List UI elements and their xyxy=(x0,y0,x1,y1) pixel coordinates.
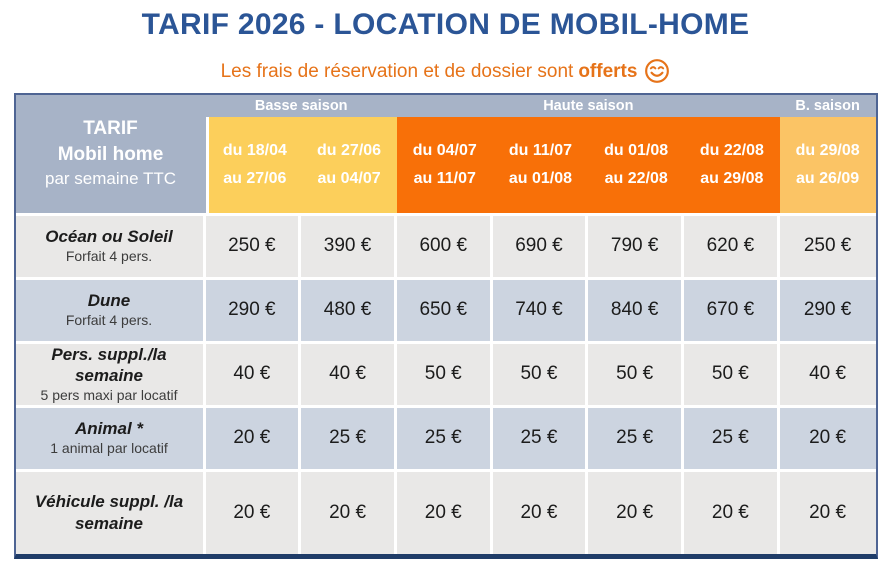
date-header-row: du 18/04 au 27/06 du 27/06 au 04/07 du 04/07… xyxy=(16,116,876,213)
price-cell: 650 € xyxy=(396,276,493,341)
date-column-4: du 11/07 au 01/08 xyxy=(492,116,589,213)
corner-header: TARIF Mobil home par semaine TTC xyxy=(15,94,206,213)
table-row: Dune Forfait 4 pers. 290 €480 €650 €740 €8… xyxy=(15,276,876,341)
date-column-7: du 29/08 au 26/09 xyxy=(779,116,876,213)
corner-line3: par semaine TTC xyxy=(44,168,176,188)
price-cell: 740 € xyxy=(492,276,589,341)
price-cell: 840 € xyxy=(588,276,685,341)
price-cell: 670 € xyxy=(684,276,780,341)
table-row: Animal * 1 animal par locatif 20 €25 €25 €… xyxy=(15,404,876,469)
row-label: Animal * 1 animal par locatif xyxy=(15,404,206,469)
price-cell: 390 € xyxy=(301,212,397,277)
subtitle-highlight: offerts xyxy=(578,60,638,82)
price-cell: 790 € xyxy=(588,212,685,277)
price-cell: 25 € xyxy=(684,404,780,469)
corner-line2: Mobil home xyxy=(57,144,164,166)
price-cell: 250 € xyxy=(205,212,302,277)
row-label: Pers. suppl./la semaine 5 pers maxi par l… xyxy=(15,340,206,405)
price-cell: 250 € xyxy=(779,212,876,277)
table-row: Océan ou Soleil Forfait 4 pers. 250 €390 €… xyxy=(15,212,876,277)
season-basse-saison: Basse saison xyxy=(205,94,397,117)
tariff-table: TARIF Mobil home par semaine TTC Basse s… xyxy=(13,92,878,559)
price-cell: 20 € xyxy=(205,404,302,469)
date-column-5: du 01/08 au 22/08 xyxy=(588,116,685,213)
date-column-6: du 22/08 au 29/08 xyxy=(684,116,780,213)
row-label: Véhicule suppl. /la semaine xyxy=(15,468,206,554)
price-cell: 25 € xyxy=(588,404,685,469)
price-cell: 620 € xyxy=(684,212,780,277)
season-row: TARIF Mobil home par semaine TTC Basse s… xyxy=(15,94,876,213)
date-column-2: du 27/06 au 04/07 xyxy=(301,116,397,213)
price-cell: 20 € xyxy=(396,468,493,554)
season-b-saison: B. saison xyxy=(779,94,876,117)
price-cell: 50 € xyxy=(588,340,685,405)
row-name: Océan ou Soleil xyxy=(45,227,173,247)
price-cell: 50 € xyxy=(684,340,780,405)
season-haute-saison: Haute saison xyxy=(396,94,780,117)
price-cell: 50 € xyxy=(396,340,493,405)
table-row: Pers. suppl./la semaine 5 pers maxi par l… xyxy=(15,340,876,405)
price-cell: 20 € xyxy=(588,468,685,554)
price-cell: 50 € xyxy=(492,340,589,405)
price-cell: 25 € xyxy=(396,404,493,469)
row-label: Dune Forfait 4 pers. xyxy=(15,276,206,341)
price-cell: 600 € xyxy=(396,212,493,277)
price-cell: 20 € xyxy=(301,468,397,554)
price-cell: 20 € xyxy=(779,468,876,554)
price-cell: 20 € xyxy=(492,468,589,554)
price-cell: 40 € xyxy=(205,340,302,405)
price-cell: 20 € xyxy=(684,468,780,554)
row-label: Océan ou Soleil Forfait 4 pers. xyxy=(15,212,206,277)
smiley-icon xyxy=(645,58,670,83)
price-cell: 25 € xyxy=(492,404,589,469)
page-title: TARIF 2026 - LOCATION DE MOBIL-HOME xyxy=(141,8,750,41)
subtitle-text: Les frais de réservation et de dossier s… xyxy=(220,60,574,82)
price-cell: 480 € xyxy=(301,276,397,341)
price-cell: 40 € xyxy=(301,340,397,405)
price-cell: 20 € xyxy=(779,404,876,469)
price-cell: 20 € xyxy=(205,468,302,554)
date-column-1: du 18/04 au 27/06 xyxy=(205,116,302,213)
row-name: Véhicule suppl. /la semaine xyxy=(34,492,184,533)
table-row: Véhicule suppl. /la semaine 20 €20 €20 €2… xyxy=(15,468,876,554)
price-cell: 290 € xyxy=(205,276,302,341)
row-sublabel: Forfait 4 pers. xyxy=(65,312,153,329)
price-cell: 25 € xyxy=(301,404,397,469)
price-cell: 40 € xyxy=(779,340,876,405)
date-column-3: du 04/07 au 11/07 xyxy=(396,116,493,213)
row-name: Dune xyxy=(87,291,131,311)
row-sublabel: 5 pers maxi par locatif xyxy=(40,387,178,403)
row-sublabel: 1 animal par locatif xyxy=(50,440,168,457)
corner-line1: TARIF xyxy=(83,118,138,140)
price-cell: 690 € xyxy=(492,212,589,277)
price-cell: 290 € xyxy=(779,276,876,341)
row-name: Animal * xyxy=(74,419,144,439)
row-name: Pers. suppl./la semaine xyxy=(51,344,167,385)
subtitle: Les frais de réservation et de dossier s… xyxy=(0,58,891,84)
row-sublabel: Forfait 4 pers. xyxy=(65,248,153,265)
